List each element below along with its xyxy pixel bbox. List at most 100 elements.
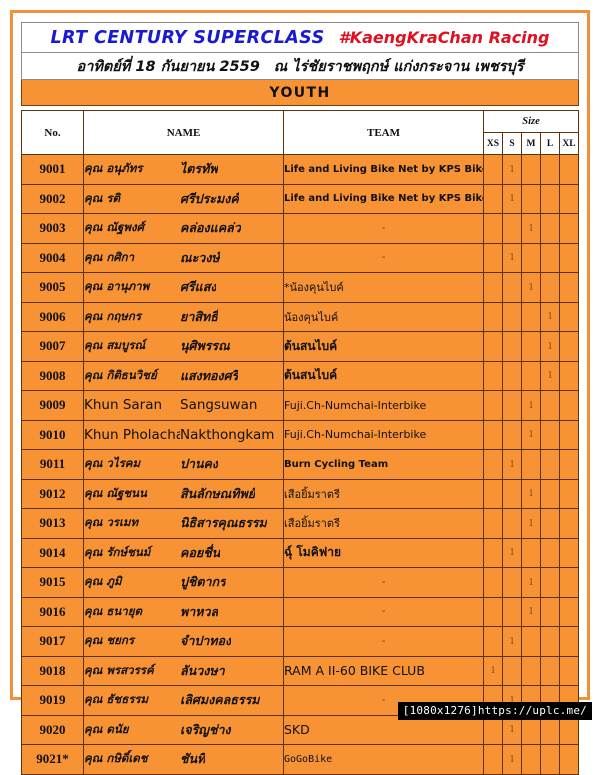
cell-size-s: 1 (502, 242, 522, 273)
cell-size-m (521, 449, 541, 480)
cell-size-xs (483, 301, 503, 332)
cell-size-xl (559, 449, 579, 480)
cell-size-xl (559, 626, 579, 657)
cell-size-xs: 1 (483, 655, 503, 686)
cell-name: คุณ ดนัย เจริญช่าง (83, 714, 284, 745)
cell-size-m (521, 242, 541, 273)
watermark-label: [1080x1276]https://uplc.me/ (397, 702, 592, 720)
cell-size-m (521, 537, 541, 568)
rider-last-name: สินลักษณทิพย์ (180, 485, 256, 501)
cell-size-m: 1 (521, 419, 541, 450)
cell-size-xs (483, 478, 503, 509)
rider-first-name: Khun Saran (84, 397, 163, 414)
cell-size-xl (559, 183, 579, 214)
rider-last-name: Sangsuwan (180, 397, 258, 414)
cell-name: คุณ กศิกา ณะวงษ์ (83, 242, 284, 273)
cell-name: คุณ อนุภัทร ไตรทัพ (83, 154, 284, 185)
cell-size-xl (559, 596, 579, 627)
table-row: 9016 คุณ ธนายุต พาหวล - 1 (21, 596, 579, 627)
rider-last-name: เจริญช่าง (180, 721, 231, 737)
cell-team: น้องคุนไบค์ (283, 301, 484, 332)
table-row: 9006 คุณ กฤษกร ยาสิทธิ์ น้องคุนไบค์ 1 (21, 301, 579, 332)
cell-size-s: 1 (502, 154, 522, 185)
cell-name: คุณ กษิดิ์เดช ชันที (83, 744, 284, 775)
cell-number: 9011 (21, 449, 84, 480)
table-row: 9012 คุณ ณัฐชนน สินลักษณทิพย์ เสือยิ้มราตรี… (21, 478, 579, 509)
cell-number: 9017 (21, 626, 84, 657)
table-body: 9001 คุณ อนุภัทร ไตรทัพ Life and Living Bik… (21, 154, 579, 775)
cell-name: คุณ ธนายุต พาหวล (83, 596, 284, 627)
cell-size-l (540, 744, 560, 775)
column-header-name: NAME (83, 110, 284, 155)
cell-number: 9021* (21, 744, 84, 775)
cell-name: คุณ วไรคม ปานคง (83, 449, 284, 480)
subtitle-band: อาทิตย์ที่ 18 กันยายน 2559 ณ ไร่ชัยราชพฤก… (21, 52, 579, 80)
rider-last-name: คอยชื่น (180, 544, 221, 560)
cell-size-xl (559, 301, 579, 332)
rider-last-name: ไตรทัพ (180, 161, 218, 177)
rider-first-name: คุณ วรเมท (84, 515, 139, 530)
cell-size-xs (483, 419, 503, 450)
cell-size-m (521, 301, 541, 332)
cell-size-xs (483, 596, 503, 627)
cell-size-xl (559, 272, 579, 303)
cell-size-l (540, 478, 560, 509)
cell-name: คุณ ชยกร จำปาทอง (83, 626, 284, 657)
cell-size-s (502, 596, 522, 627)
rider-first-name: คุณ กศิกา (84, 249, 135, 264)
cell-team: ต้นสนไบค์ (283, 360, 484, 391)
cell-size-l (540, 596, 560, 627)
cell-team: - (283, 213, 484, 244)
rider-first-name: คุณ รติ (84, 190, 121, 205)
rider-last-name: นุศิพรรณ (180, 338, 230, 354)
cell-size-xl (559, 537, 579, 568)
cell-number: 9005 (21, 272, 84, 303)
cell-size-s (502, 478, 522, 509)
cell-name: Khun Saran Sangsuwan (83, 390, 284, 421)
cell-size-m (521, 744, 541, 775)
column-header-no: No. (21, 110, 84, 155)
cell-number: 9009 (21, 390, 84, 421)
rider-last-name: เลิศมงคลธรรม (180, 692, 260, 708)
cell-size-s (502, 272, 522, 303)
column-header-size-s: S (502, 132, 522, 155)
cell-size-m (521, 154, 541, 185)
cell-size-xs (483, 390, 503, 421)
cell-name: คุณ รักษ์ชนม์ คอยชื่น (83, 537, 284, 568)
rider-first-name: คุณ กฤษกร (84, 308, 142, 323)
cell-number: 9004 (21, 242, 84, 273)
rider-last-name: พาหวล (180, 603, 219, 619)
table-row: 9014 คุณ รักษ์ชนม์ คอยชื่น ฉุ์ โมคิฟาย 1 (21, 537, 579, 568)
cell-name: คุณ กฤษกร ยาสิทธิ์ (83, 301, 284, 332)
cell-size-xl (559, 419, 579, 450)
cell-size-s (502, 331, 522, 362)
cell-number: 9003 (21, 213, 84, 244)
cell-size-m: 1 (521, 508, 541, 539)
rider-last-name: ปูชิตากร (180, 574, 226, 590)
cell-size-l (540, 655, 560, 686)
event-venue: ณ ไร่ชัยราชพฤกษ์ แก่งกระจาน เพชรบุรี (273, 58, 524, 75)
cell-number: 9014 (21, 537, 84, 568)
table-row: 9010 Khun Pholachat Nakthongkam Fuji.Ch-Num… (21, 419, 579, 450)
cell-size-l (540, 626, 560, 657)
table-head: No. NAME TEAM Size XS S M L XL (21, 110, 579, 155)
cell-team: Fuji.Ch-Numchai-Interbike (283, 419, 484, 450)
cell-size-xl (559, 478, 579, 509)
rider-last-name: แสงทองศรี (180, 367, 239, 383)
rider-first-name: คุณ ณัฐพงศ์ (84, 220, 144, 235)
cell-size-s (502, 390, 522, 421)
category-band: YOUTH (21, 80, 579, 106)
cell-size-xs (483, 213, 503, 244)
rider-first-name: คุณ กษิดิ์เดช (84, 751, 148, 766)
cell-team: Burn Cycling Team (283, 449, 484, 480)
rider-first-name: คุณ ธัชธรรม (84, 692, 149, 707)
rider-last-name: ปานคง (180, 456, 218, 472)
cell-size-l: 1 (540, 331, 560, 362)
rider-last-name: ชันที (180, 751, 206, 767)
cell-size-xs (483, 154, 503, 185)
cell-team: Life and Living Bike Net by KPS Bike (283, 183, 484, 214)
cell-name: คุณ สมบูรณ์ นุศิพรรณ (83, 331, 284, 362)
cell-size-l (540, 272, 560, 303)
cell-size-xs (483, 449, 503, 480)
cell-size-xl (559, 390, 579, 421)
